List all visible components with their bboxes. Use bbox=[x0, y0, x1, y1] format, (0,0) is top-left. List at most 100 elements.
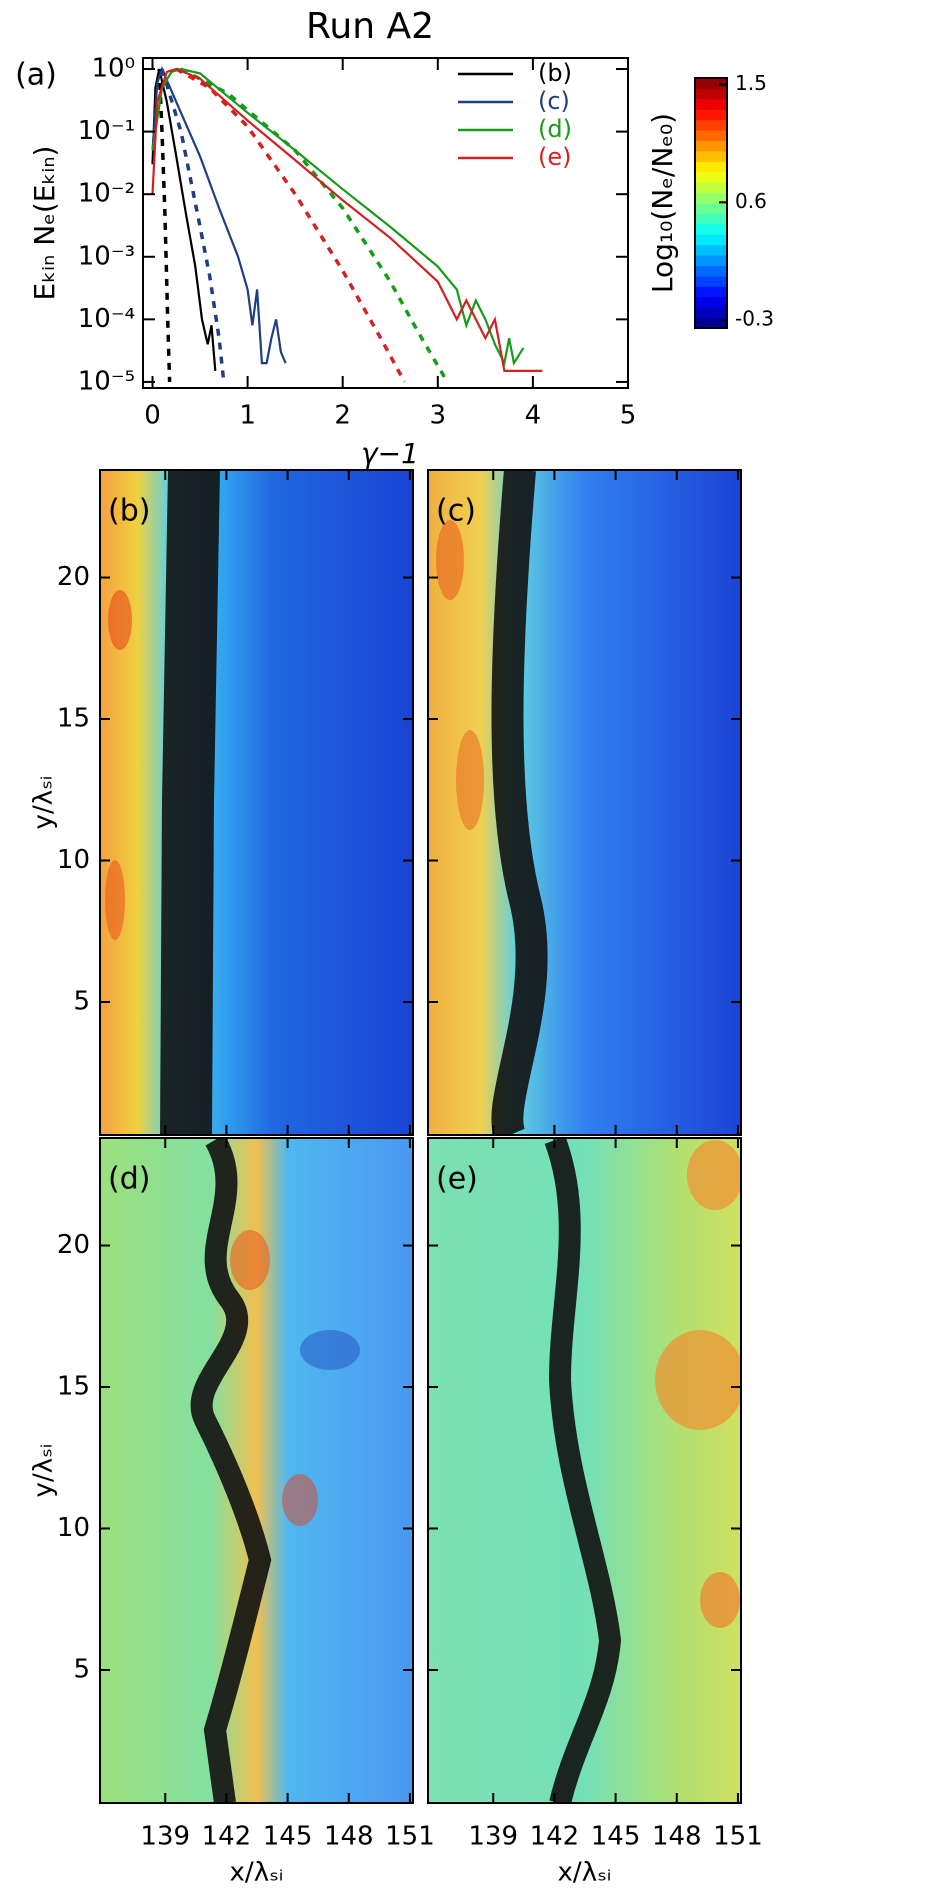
y-tick-label: 10⁻⁴ bbox=[78, 304, 135, 334]
x-tick-label: 148 bbox=[652, 1822, 702, 1852]
legend-label: (d) bbox=[538, 115, 572, 143]
series-line bbox=[151, 67, 525, 367]
density-blob bbox=[436, 520, 464, 600]
colorbar-band bbox=[695, 234, 727, 246]
density-blob bbox=[105, 860, 125, 940]
y-tick-label: 20 bbox=[57, 562, 90, 592]
colorbar-band bbox=[695, 296, 727, 308]
colorbar-band bbox=[695, 150, 727, 162]
panel-frame bbox=[427, 1137, 742, 1804]
panel-label: (e) bbox=[436, 1162, 478, 1197]
density-blob bbox=[687, 1140, 741, 1210]
colorbar-band bbox=[695, 78, 727, 89]
colorbar-band bbox=[695, 307, 727, 319]
colorbar-band bbox=[695, 192, 727, 204]
colorbar-band bbox=[695, 140, 727, 152]
y-tick-label: 10⁻³ bbox=[78, 241, 135, 271]
density-blob bbox=[655, 1330, 741, 1430]
density-blob bbox=[282, 1474, 318, 1526]
x-tick-label: 145 bbox=[591, 1822, 641, 1852]
colorbar-band bbox=[695, 244, 727, 256]
y-tick-label: 10 bbox=[57, 1513, 90, 1543]
y-tick-label: 10⁰ bbox=[91, 54, 135, 84]
y-tick-label: 10⁻² bbox=[78, 179, 135, 209]
chart-title: Run A2 bbox=[306, 6, 434, 47]
colorbar-band bbox=[695, 130, 727, 141]
legend-label: (c) bbox=[538, 87, 570, 115]
colorbar-band bbox=[695, 203, 727, 214]
particle-band bbox=[491, 470, 548, 1135]
density-blob bbox=[700, 1572, 740, 1628]
x-tick-label: 151 bbox=[713, 1822, 763, 1852]
y-tick-label: 5 bbox=[73, 1655, 90, 1685]
fit-line bbox=[160, 68, 226, 383]
x-tick-label: 139 bbox=[140, 1822, 190, 1852]
y-tick-label: 10 bbox=[57, 845, 90, 875]
x-tick-label: 145 bbox=[263, 1822, 313, 1852]
particle-band bbox=[544, 1138, 622, 1803]
x-axis-label: x/λₛᵢ bbox=[230, 1858, 284, 1888]
colorbar-band bbox=[695, 171, 727, 183]
x-axis-label: γ−1 bbox=[361, 437, 419, 470]
density-map bbox=[428, 470, 741, 1135]
x-tick-label: 139 bbox=[468, 1822, 518, 1852]
particle-band bbox=[160, 470, 220, 1135]
y-axis-label: Eₖᵢₙ Nₑ(Eₖᵢₙ) bbox=[28, 146, 61, 301]
plot-frame bbox=[142, 57, 629, 389]
colorbar-band bbox=[695, 275, 727, 287]
fit-line bbox=[175, 67, 407, 383]
colorbar-band bbox=[695, 161, 727, 173]
colorbar-band bbox=[695, 88, 727, 100]
y-tick-label: 5 bbox=[73, 987, 90, 1017]
y-tick-label: 15 bbox=[57, 1372, 90, 1402]
x-axis-label: x/λₛᵢ bbox=[558, 1858, 612, 1888]
panel-label: (b) bbox=[108, 494, 150, 529]
x-tick-label: 151 bbox=[385, 1822, 435, 1852]
density-field bbox=[100, 470, 413, 1135]
x-tick-label: 142 bbox=[202, 1822, 252, 1852]
x-tick-label: 3 bbox=[430, 401, 447, 431]
colorbar-band bbox=[695, 286, 727, 298]
colorbar-tick-label: -0.3 bbox=[735, 307, 774, 331]
x-tick-label: 148 bbox=[324, 1822, 374, 1852]
panel-frame bbox=[99, 1137, 414, 1804]
colorbar-band bbox=[695, 265, 727, 277]
x-tick-label: 0 bbox=[144, 401, 161, 431]
legend-label: (b) bbox=[538, 59, 572, 87]
fit-line bbox=[157, 68, 172, 382]
panel-frame bbox=[99, 469, 414, 1136]
series-line bbox=[151, 67, 543, 372]
colorbar-band bbox=[695, 213, 727, 225]
density-map bbox=[428, 1138, 741, 1803]
colorbar-tick-label: 1.5 bbox=[735, 71, 767, 95]
density-map bbox=[100, 1138, 413, 1803]
legend-label: (e) bbox=[538, 143, 572, 171]
density-map bbox=[100, 470, 413, 1135]
colorbar-band bbox=[695, 317, 727, 329]
colorbar-band bbox=[695, 255, 727, 266]
colorbar-band bbox=[695, 98, 727, 110]
x-tick-label: 4 bbox=[525, 401, 542, 431]
colorbar-band bbox=[695, 223, 727, 235]
series-line bbox=[151, 65, 287, 365]
series-line bbox=[151, 68, 217, 371]
y-tick-label: 20 bbox=[57, 1230, 90, 1260]
y-tick-label: 10⁻⁵ bbox=[78, 366, 135, 396]
y-tick-label: 15 bbox=[57, 704, 90, 734]
panel-label: (d) bbox=[108, 1162, 150, 1197]
x-tick-label: 1 bbox=[239, 401, 256, 431]
y-axis-label: y/λₛᵢ bbox=[29, 1444, 59, 1498]
density-blob bbox=[230, 1230, 270, 1290]
x-tick-label: 5 bbox=[620, 401, 637, 431]
x-tick-label: 142 bbox=[530, 1822, 580, 1852]
colorbar-label: Log₁₀(Nₑ/Nₑ₀) bbox=[646, 113, 679, 293]
particle-band bbox=[190, 1138, 272, 1803]
panel-label: (a) bbox=[15, 58, 57, 93]
density-blob bbox=[108, 590, 132, 650]
colorbar-tick-label: 0.6 bbox=[735, 189, 767, 213]
density-blob bbox=[456, 730, 484, 830]
y-tick-label: 10⁻¹ bbox=[78, 116, 135, 146]
density-blob bbox=[300, 1330, 360, 1370]
y-axis-label: y/λₛᵢ bbox=[29, 776, 59, 830]
